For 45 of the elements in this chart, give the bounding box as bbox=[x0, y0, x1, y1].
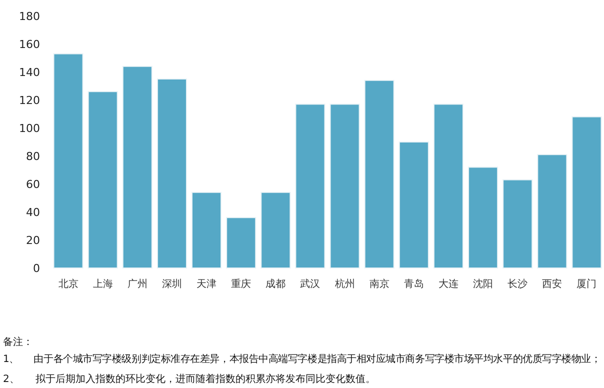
x-tick-label: 厦门 bbox=[576, 278, 597, 290]
y-tick-label: 180 bbox=[19, 10, 40, 23]
bar bbox=[192, 192, 222, 268]
y-tick-label: 120 bbox=[19, 94, 40, 107]
y-tick-label: 60 bbox=[26, 178, 40, 191]
bar bbox=[364, 80, 394, 268]
bar bbox=[433, 104, 464, 268]
x-tick-label: 沈阳 bbox=[473, 278, 494, 290]
bar bbox=[156, 78, 187, 268]
bar bbox=[468, 166, 498, 268]
bar bbox=[53, 53, 84, 268]
y-tick-label: 20 bbox=[26, 234, 40, 247]
x-tick-label: 武汉 bbox=[300, 278, 320, 290]
bar bbox=[537, 154, 568, 268]
bar bbox=[260, 192, 291, 268]
x-tick-label: 重庆 bbox=[231, 278, 252, 290]
y-tick-label: 40 bbox=[26, 206, 40, 219]
y-tick-label: 140 bbox=[19, 66, 40, 79]
text: 2、 拟于后期加入指数的环比变化，进而随着指数的积累亦将发布同比变化数值。 bbox=[3, 373, 376, 385]
bar bbox=[398, 142, 429, 268]
bar bbox=[502, 179, 533, 268]
x-tick-label: 北京 bbox=[58, 278, 78, 290]
bar bbox=[88, 91, 118, 268]
x-tick-label: 深圳 bbox=[162, 278, 182, 290]
x-tick-label: 成都 bbox=[266, 278, 286, 290]
y-tick-label: 160 bbox=[19, 38, 40, 51]
bar bbox=[572, 116, 602, 268]
y-tick-label: 80 bbox=[26, 150, 40, 163]
x-tick-label: 广州 bbox=[127, 278, 148, 290]
x-tick-label: 南京 bbox=[369, 278, 390, 290]
y-tick-label: 0 bbox=[33, 262, 40, 275]
bar bbox=[330, 104, 360, 268]
x-tick-label: 西安 bbox=[542, 278, 562, 290]
x-tick-label: 天津 bbox=[196, 278, 217, 290]
x-tick-label: 大连 bbox=[438, 278, 458, 290]
bar bbox=[122, 66, 152, 268]
x-tick-label: 杭州 bbox=[334, 278, 355, 290]
x-tick-label: 青岛 bbox=[404, 278, 424, 290]
text: 1、 由于各个城市写字楼级别判定标准存在差异，本报告中高端写字楼是指高于相对应城市商务写字楼市场平均水平的优质写字楼物业； bbox=[3, 353, 601, 365]
x-tick-label: 上海 bbox=[92, 278, 113, 290]
y-tick-label: 100 bbox=[19, 122, 40, 135]
bar bbox=[295, 104, 326, 268]
x-tick-label: 长沙 bbox=[508, 278, 528, 290]
bar bbox=[226, 217, 256, 268]
text: 备注： bbox=[3, 336, 33, 348]
